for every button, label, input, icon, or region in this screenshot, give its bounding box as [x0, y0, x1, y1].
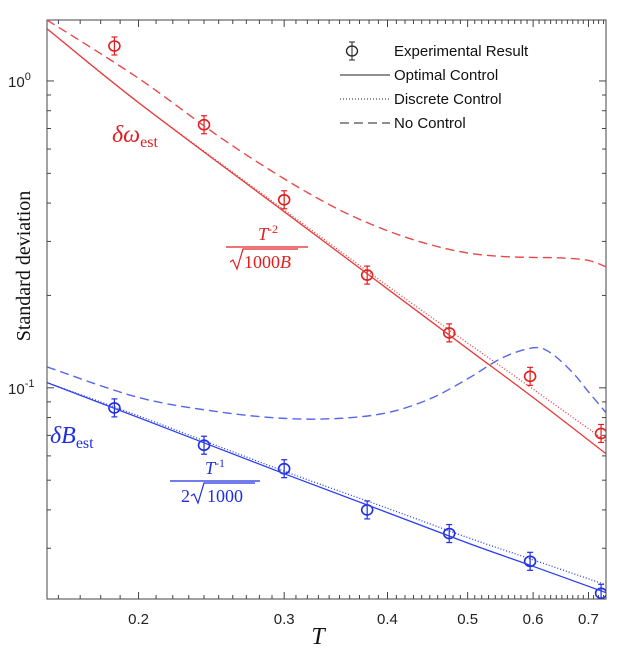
B-dotted-curve	[47, 381, 606, 586]
x-tick-label: 0.7	[578, 611, 599, 628]
svg-text:T-2: T-2	[258, 222, 278, 244]
legend-label-no-control: No Control	[394, 115, 466, 132]
data-marker	[523, 370, 537, 383]
y-tick-label: 100	[8, 71, 31, 91]
svg-text:1000: 1000	[207, 486, 243, 506]
x-tick-label: 0.6	[523, 611, 544, 628]
x-axis-title: T	[311, 624, 326, 650]
x-tick-label: 0.2	[128, 611, 149, 628]
axis-ticks	[47, 20, 606, 599]
omega-formula: T-2 1000B	[226, 222, 308, 272]
data-marker	[277, 193, 291, 206]
omega-dotted-curve	[47, 28, 606, 442]
omega-data-point	[277, 190, 291, 210]
legend-label-discrete: Discrete Control	[394, 91, 502, 108]
legend-label-experimental: Experimental Result	[394, 43, 529, 60]
omega-data-point	[197, 115, 211, 135]
x-tick-label: 0.5	[457, 611, 478, 628]
data-marker	[108, 402, 121, 414]
data-marker	[523, 555, 537, 568]
b-formula: T-1 2 1000	[170, 456, 260, 506]
legend-label-optimal: Optimal Control	[394, 67, 498, 84]
omega-dashed-curve	[47, 20, 606, 268]
y-tick-label: 10-1	[8, 378, 34, 398]
data-marker	[197, 118, 211, 131]
data-marker	[108, 40, 121, 52]
data-marker	[594, 587, 606, 599]
B-dashed-curve	[47, 346, 606, 420]
omega-label: δωest	[112, 122, 158, 151]
legend-marker-experimental	[345, 41, 359, 61]
omega-data-point	[442, 323, 456, 343]
B-solid-curve	[47, 381, 606, 594]
x-tick-label: 0.4	[377, 611, 398, 628]
svg-text:2: 2	[181, 486, 190, 506]
omega-data-point	[108, 36, 121, 56]
plot-area	[46, 19, 607, 600]
b-label: δBest	[50, 423, 94, 452]
omega-data-point	[523, 366, 537, 386]
series-layer	[47, 20, 606, 599]
y-axis-title: Standard deviation	[13, 191, 35, 342]
svg-text:1000B: 1000B	[244, 252, 291, 272]
svg-text:T-1: T-1	[205, 456, 225, 478]
data-marker	[442, 327, 456, 339]
x-tick-label: 0.3	[274, 611, 295, 628]
legend: Experimental Result Optimal Control Disc…	[340, 41, 529, 132]
tick-labels: 0.2 0.3 0.4 0.5 0.6 0.7 100 10-1	[8, 71, 599, 628]
B-data-point	[523, 551, 537, 571]
